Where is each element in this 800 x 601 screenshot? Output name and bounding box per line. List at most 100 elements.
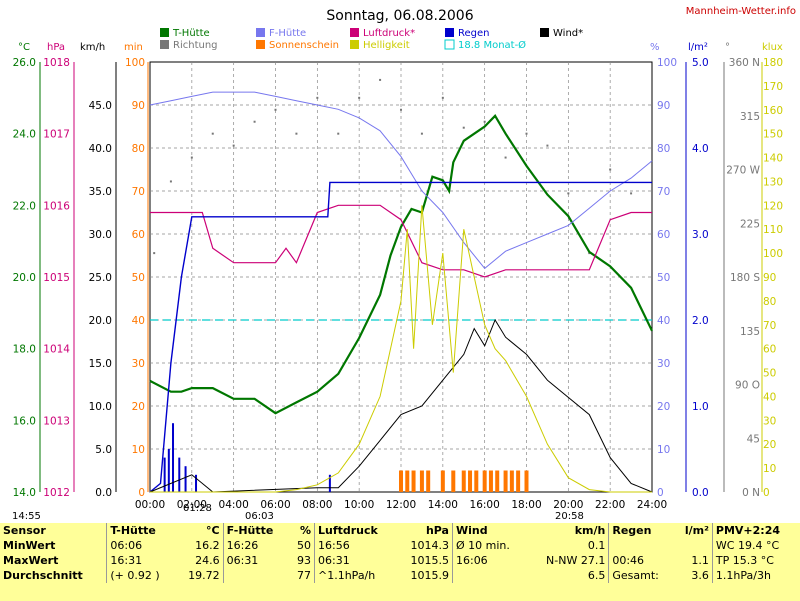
sunshine-bar: [482, 470, 487, 492]
sunshine-bar: [524, 470, 529, 492]
x-tick-label: 02:00: [177, 499, 207, 508]
temp-tick-label: 18.0: [13, 344, 36, 356]
axes: 26.024.022.020.018.016.014.0101810171016…: [13, 57, 783, 508]
lux-tick-label: 160: [763, 105, 783, 117]
lux-tick-label: 100: [763, 248, 783, 260]
rain-tick-label: 2.0: [692, 315, 709, 327]
wind-direction-point: [316, 96, 319, 99]
x-tick-label: 08:00: [302, 499, 332, 508]
wind-direction-point: [525, 132, 528, 135]
wind-direction-point: [295, 132, 298, 135]
direction-tick-label: 180 S: [730, 272, 760, 284]
legend-label: F-Hütte: [269, 28, 306, 39]
wind-direction-point: [504, 156, 507, 159]
humidity-tick-label: 30: [657, 358, 670, 370]
lux-tick-label: 140: [763, 153, 783, 165]
temp-tick-label: 16.0: [13, 415, 36, 427]
stats-header-cell: %: [299, 524, 311, 537]
chart-title: Sonntag, 06.08.2006: [326, 8, 473, 24]
axis-units: °C hPa km/h min% l/m² ° klux: [18, 42, 783, 53]
stats-cell: [451, 568, 528, 583]
stats-cell: 1.1: [691, 554, 709, 567]
stats-cell: 93: [297, 554, 311, 567]
lux-tick-label: 0: [763, 487, 770, 499]
sunshine-bar: [405, 470, 410, 492]
wind-tick-label: 40.0: [89, 143, 112, 155]
rain-tick-label: 4.0: [692, 143, 709, 155]
rain-line: [149, 181, 652, 493]
legend-swatch: [256, 40, 265, 49]
lux-tick-label: 40: [763, 391, 776, 403]
lux-tick-label: 30: [763, 415, 776, 427]
stats-header-cell: l/m²: [684, 524, 709, 537]
humidity-tick-label: 100: [657, 57, 677, 69]
legend-swatch: [540, 28, 549, 37]
stats-cell: Durchschnitt: [3, 569, 83, 582]
stats-cell: 3.6: [691, 569, 709, 582]
humidity-tick-label: 80: [657, 143, 670, 155]
stats-cell: 1015.5: [410, 554, 449, 567]
stats-cell: 16:31: [106, 553, 177, 568]
stats-cell: 24.6: [195, 554, 220, 567]
legend-label: T-Hütte: [172, 28, 210, 39]
marker-label-rain: 01:28: [183, 503, 212, 514]
stats-cell: Gesamt:: [608, 568, 675, 583]
legend-label: Regen: [458, 28, 490, 39]
sunshine-bar: [488, 470, 493, 492]
stats-cell: [675, 538, 713, 553]
minutes-tick-label: 10: [132, 444, 145, 456]
stats-cell: 06:31: [222, 553, 290, 568]
legend-label: Richtung: [173, 40, 218, 51]
legend-label: Luftdruck*: [363, 28, 415, 39]
stats-header-cell: °C: [206, 524, 220, 537]
wind-direction-point: [546, 144, 549, 147]
sunshine-bar: [474, 470, 479, 492]
direction-tick-label: 135: [740, 326, 760, 338]
stats-header-cell: PMV+2:24: [711, 523, 800, 538]
stats-cell: [608, 538, 675, 553]
wind-direction-point: [169, 180, 172, 183]
legend-label: 18.8 Monat-Ø: [458, 39, 526, 51]
sunshine-bar: [440, 470, 445, 492]
minutes-tick-label: 50: [132, 272, 145, 284]
wind-direction-point: [483, 120, 486, 123]
rain-bar: [195, 474, 198, 492]
legend-swatch: [160, 28, 169, 37]
stats-cell: 16:26: [222, 538, 290, 553]
lux-tick-label: 150: [763, 129, 783, 141]
stats-cell: TP 15.3 °C: [711, 553, 800, 568]
wind-direction-point: [153, 252, 156, 255]
rain-bar: [167, 449, 170, 492]
lux-tick-label: 110: [763, 224, 783, 236]
wind-tick-label: 5.0: [95, 444, 112, 456]
x-tick-label: 20:00: [553, 499, 583, 508]
wind-tick-label: 20.0: [89, 315, 112, 327]
pressure-tick-label: 1013: [43, 415, 70, 427]
minutes-tick-label: 30: [132, 358, 145, 370]
wind-direction-point: [567, 192, 570, 195]
stats-cell: MinWert: [3, 539, 56, 552]
stats-cell: (+ 0.92 ): [106, 568, 177, 583]
minutes-tick-label: 100: [125, 57, 145, 69]
temp-tick-label: 24.0: [13, 129, 36, 141]
stats-header-cell: T-Hütte: [106, 523, 177, 538]
stats-cell: 6.5: [587, 569, 606, 582]
lux-tick-label: 20: [763, 439, 776, 451]
stats-row: MinWert 06:06 16.2 16:26 50 16:56 1014.3…: [0, 538, 800, 553]
legend-swatch: [350, 28, 359, 37]
humidity-tick-label: 50: [657, 272, 670, 284]
sunshine-bar: [419, 470, 424, 492]
wind-tick-label: 35.0: [89, 186, 112, 198]
stats-cell: Ø 10 min.: [451, 538, 528, 553]
stats-header-cell: F-Hütte: [222, 523, 290, 538]
wind-direction-point: [211, 132, 214, 135]
stats-header-cell: Luftdruck: [313, 523, 397, 538]
sunshine-bar: [461, 470, 466, 492]
pressure-line: [150, 204, 652, 278]
stats-cell: 1.1hPa/3h: [711, 568, 800, 583]
rain-bar: [172, 423, 175, 492]
stats-cell: MaxWert: [3, 554, 59, 567]
stats-row: MaxWert 16:31 24.6 06:31 93 06:31 1015.5…: [0, 553, 800, 568]
minutes-tick-label: 20: [132, 401, 145, 413]
lux-tick-label: 180: [763, 57, 783, 69]
